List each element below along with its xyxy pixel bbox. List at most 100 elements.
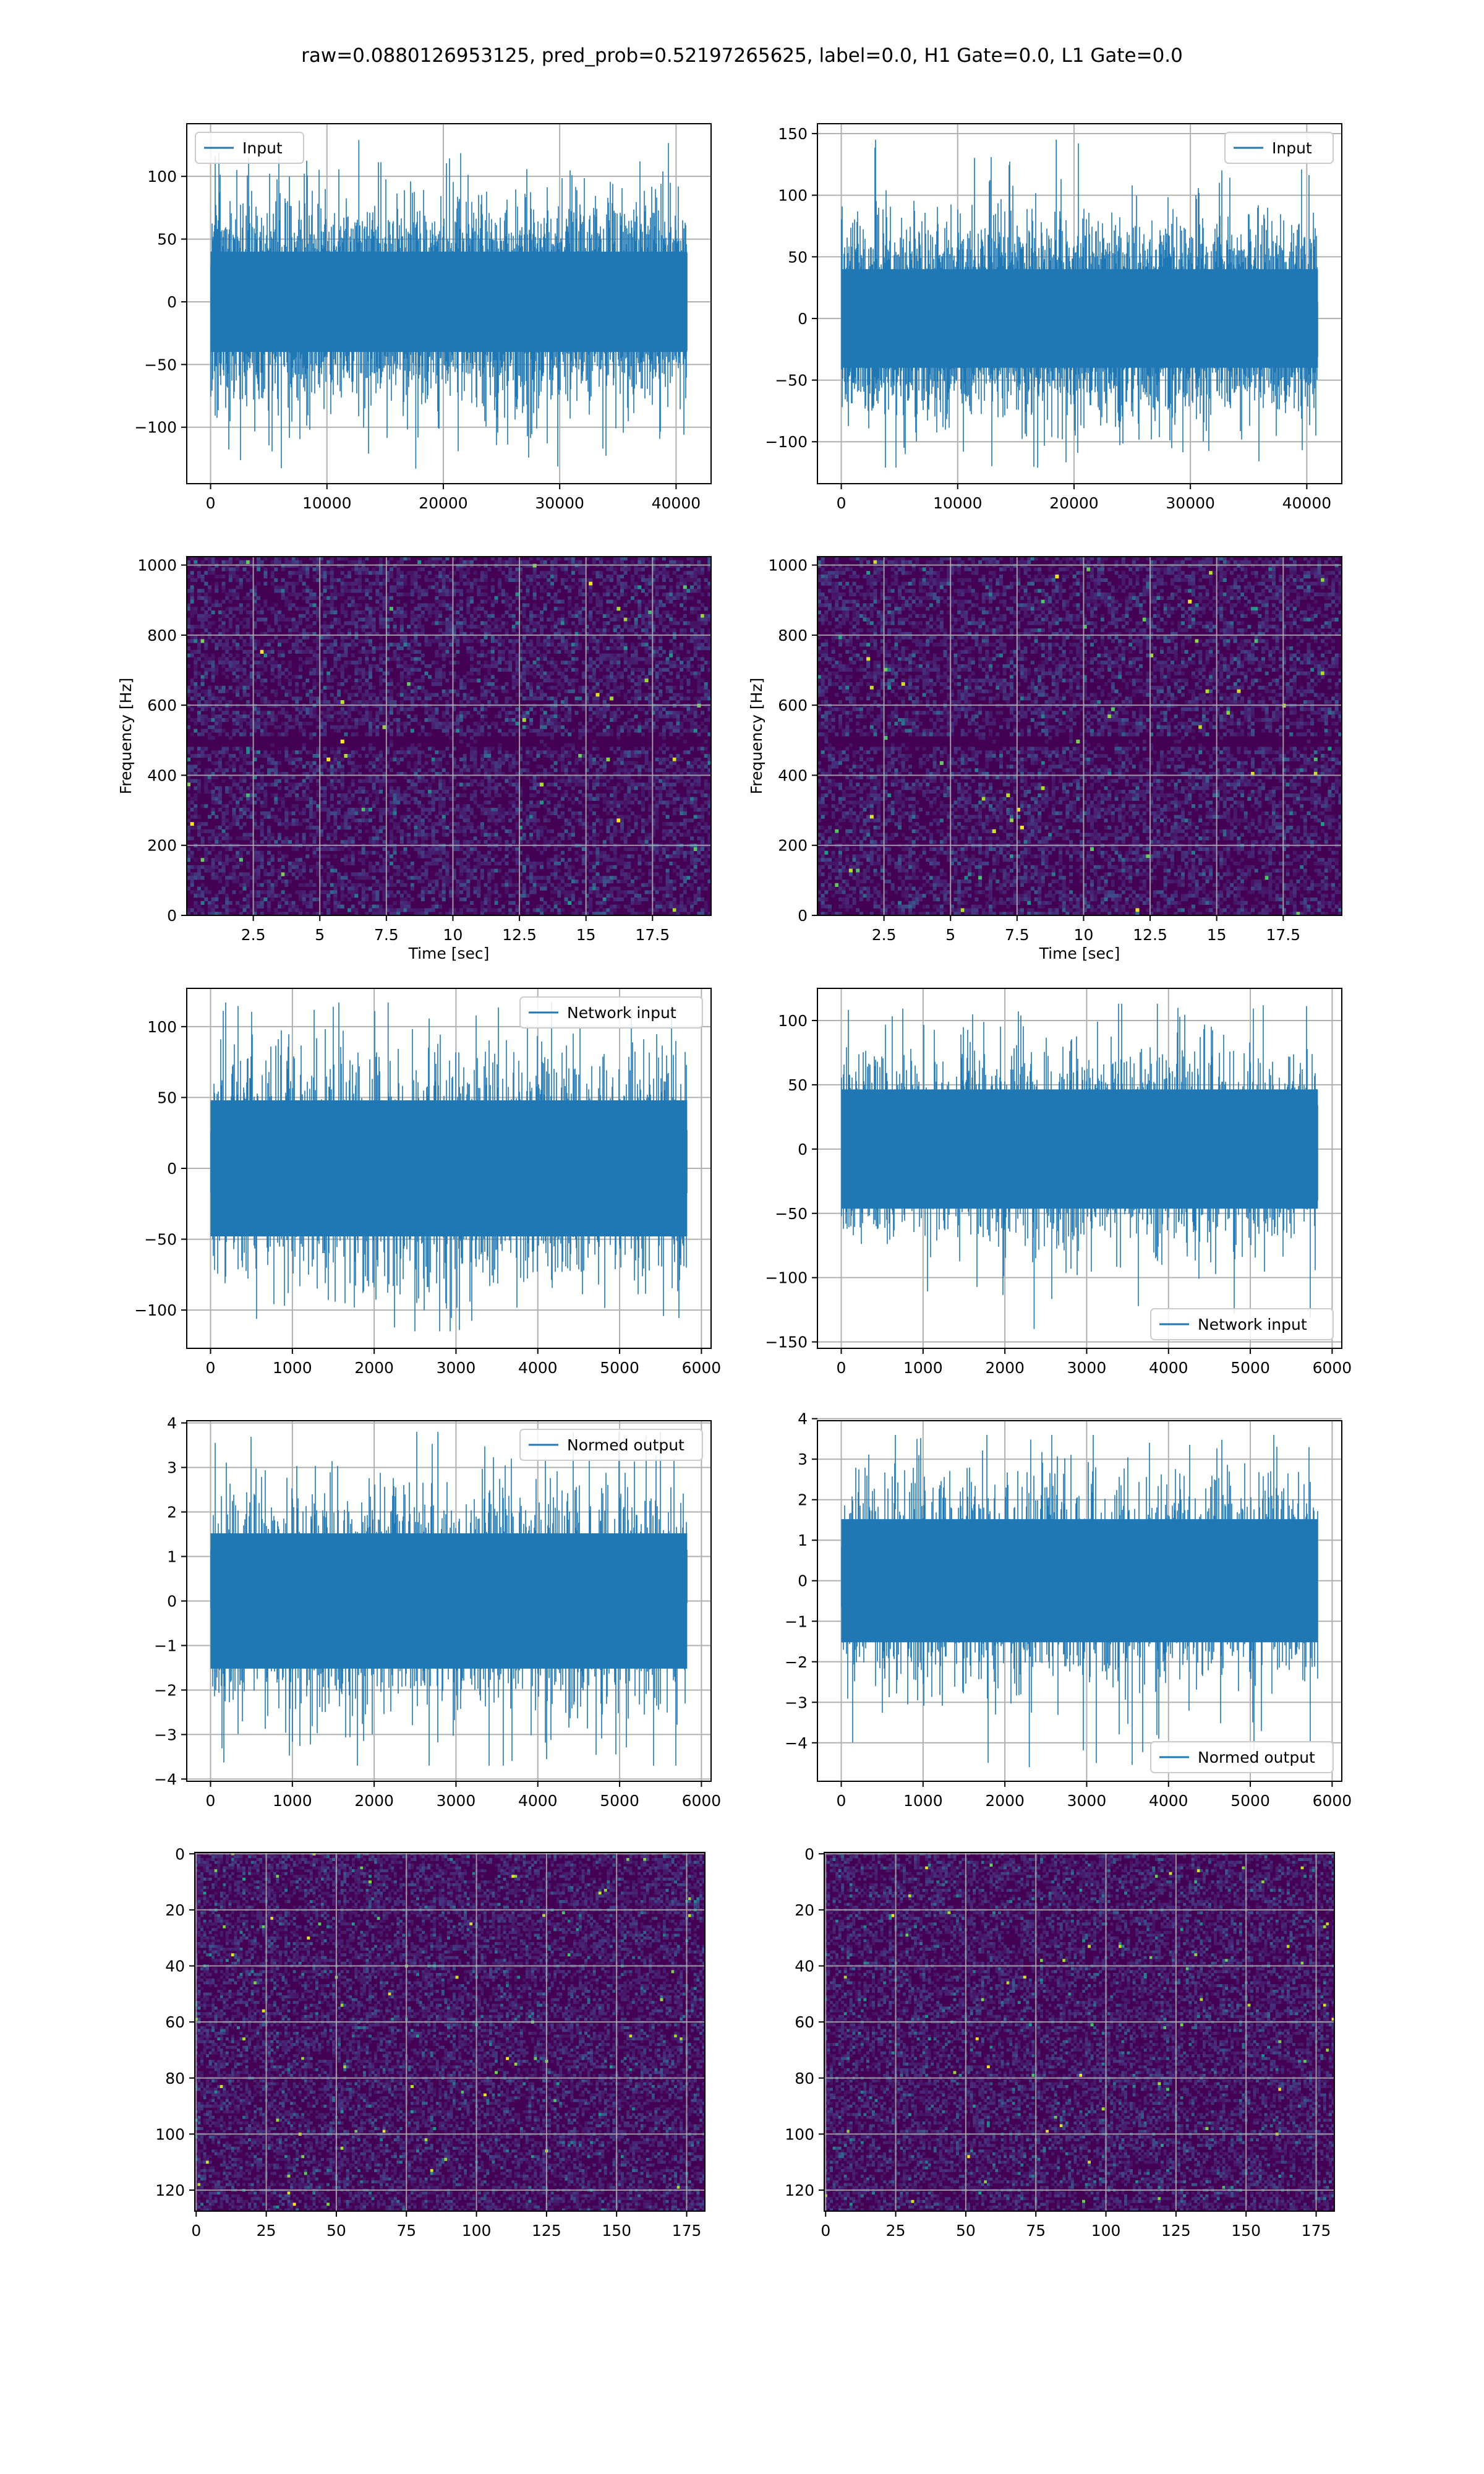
x-tick-label: 100 [462, 2222, 492, 2240]
y-tick-label: 100 [147, 168, 177, 186]
x-tick-label: 7.5 [374, 926, 399, 944]
series-core [842, 1519, 1318, 1642]
y-tick-label: 120 [155, 2181, 185, 2199]
y-tick-label: −2 [154, 1681, 177, 1699]
x-tick-label: 5000 [1230, 1792, 1270, 1810]
x-tick-label: 2000 [985, 1792, 1025, 1810]
x-tick-label: 30000 [535, 494, 584, 512]
legend-label: Network input [1198, 1316, 1307, 1333]
y-tick-label: 40 [795, 1958, 814, 1975]
y-tick-label: −50 [144, 1231, 177, 1249]
y-tick-label: −50 [775, 372, 808, 390]
y-tick-label: −1 [785, 1612, 808, 1630]
x-axis-label: Time [sec] [1039, 944, 1120, 962]
y-tick-label: 120 [785, 2181, 814, 2199]
y-tick-label: 50 [157, 231, 177, 249]
x-tick-label: 0 [191, 2222, 201, 2240]
legend: Network input [1151, 1309, 1333, 1340]
y-tick-label: 400 [147, 766, 177, 784]
x-tick-label: 12.5 [502, 926, 537, 944]
x-tick-label: 6000 [1313, 1792, 1352, 1810]
x-tick-label: 5 [945, 926, 955, 944]
y-tick-label: 50 [788, 248, 808, 266]
y-tick-label: 60 [795, 2013, 814, 2031]
y-tick-label: 1000 [137, 557, 177, 575]
y-tick-label: −2 [785, 1653, 808, 1671]
y-tick-label: 50 [157, 1089, 177, 1106]
x-tick-label: 2000 [354, 1359, 394, 1377]
y-tick-label: 150 [778, 125, 808, 143]
x-tick-label: 0 [837, 1359, 846, 1377]
y-tick-label: 100 [147, 1018, 177, 1036]
series-core [842, 269, 1318, 367]
y-tick-label: −3 [154, 1726, 177, 1744]
x-tick-label: 50 [956, 2222, 976, 2240]
x-tick-label: 50 [326, 2222, 346, 2240]
y-tick-label: 2 [167, 1504, 177, 1522]
y-tick-label: 100 [785, 2125, 814, 2143]
x-tick-label: 7.5 [1005, 926, 1030, 944]
legend-label: Normed output [1198, 1748, 1315, 1766]
y-tick-label: 2 [798, 1491, 808, 1509]
y-tick-label: 0 [798, 1141, 808, 1158]
y-axis-label: Frequency [Hz] [748, 678, 765, 795]
x-tick-label: 3000 [1067, 1792, 1107, 1810]
y-tick-label: 1 [167, 1548, 177, 1566]
x-tick-label: 5000 [600, 1359, 639, 1377]
legend-label: Input [1272, 139, 1312, 157]
x-tick-label: 100 [1091, 2222, 1121, 2240]
y-tick-label: 400 [778, 766, 808, 784]
x-tick-label: 5000 [600, 1792, 639, 1810]
legend: Normed output [1151, 1742, 1333, 1773]
y-tick-label: −100 [765, 433, 808, 451]
y-tick-label: −1 [154, 1637, 177, 1654]
x-tick-label: 10000 [933, 494, 983, 512]
x-tick-label: 1000 [903, 1359, 943, 1377]
x-tick-label: 2000 [354, 1792, 394, 1810]
y-tick-label: 0 [804, 1845, 814, 1863]
x-tick-label: 20000 [1049, 494, 1099, 512]
x-tick-label: 2.5 [872, 926, 897, 944]
x-tick-label: 75 [1026, 2222, 1046, 2240]
x-tick-label: 17.5 [635, 926, 670, 944]
y-tick-label: 0 [167, 1593, 177, 1611]
x-tick-label: 15 [576, 926, 596, 944]
y-tick-label: 600 [147, 696, 177, 714]
legend: Normed output [520, 1429, 702, 1460]
y-tick-label: 100 [778, 187, 808, 205]
x-tick-label: 0 [837, 1792, 846, 1810]
y-tick-label: 0 [167, 293, 177, 311]
x-tick-label: 2.5 [241, 926, 266, 944]
series-core [211, 1533, 688, 1669]
x-tick-label: 10 [1074, 926, 1094, 944]
y-tick-label: −50 [775, 1205, 808, 1223]
y-tick-label: 100 [778, 1012, 808, 1030]
y-tick-label: −4 [785, 1734, 808, 1752]
y-tick-label: 0 [167, 907, 177, 925]
x-tick-label: 75 [396, 2222, 416, 2240]
x-tick-label: 1000 [273, 1792, 312, 1810]
legend: Input [195, 132, 304, 163]
y-tick-label: 40 [165, 1958, 185, 1975]
x-tick-label: 175 [1302, 2222, 1331, 2240]
y-tick-label: −4 [154, 1770, 177, 1788]
y-tick-label: 80 [165, 2070, 185, 2087]
y-tick-label: 800 [778, 627, 808, 644]
x-tick-label: 0 [821, 2222, 830, 2240]
x-tick-label: 0 [206, 494, 216, 512]
y-tick-label: −150 [765, 1333, 808, 1351]
y-tick-label: 60 [165, 2013, 185, 2031]
y-tick-label: 600 [778, 696, 808, 714]
chart-r2c2: 2.5 5 7.5 10 12.5 15 17.502004006008001000Time… [748, 557, 1342, 962]
x-tick-label: 20000 [419, 494, 468, 512]
x-tick-label: 4000 [1149, 1792, 1188, 1810]
y-tick-label: −3 [785, 1693, 808, 1711]
x-tick-label: 175 [672, 2222, 702, 2240]
x-tick-label: 5000 [1230, 1359, 1270, 1377]
legend-label: Input [242, 139, 283, 157]
y-tick-label: 100 [155, 2125, 185, 2143]
y-tick-label: −100 [134, 419, 177, 437]
x-tick-label: 30000 [1166, 494, 1215, 512]
x-tick-label: 3000 [437, 1359, 476, 1377]
